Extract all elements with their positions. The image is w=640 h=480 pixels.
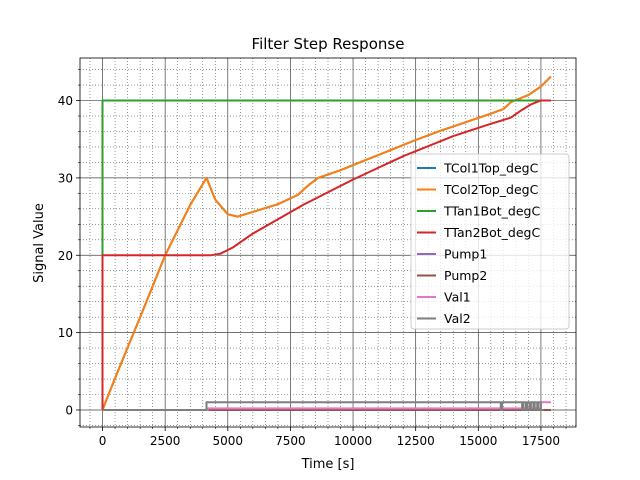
legend-label: TCol1Top_degC (443, 161, 539, 176)
legend-label: TTan1Bot_degC (443, 204, 540, 219)
chart-title: Filter Step Response (252, 35, 405, 53)
x-tick-label: 5000 (213, 434, 244, 448)
series-line-ttan2bot-degc (101, 99, 551, 410)
legend-label: TCol2Top_degC (443, 182, 539, 197)
axes-frame (79, 57, 577, 428)
x-tick-label: 15000 (459, 434, 497, 448)
x-axis-label: Time [s] (301, 457, 355, 472)
legend-label: Val2 (444, 311, 471, 326)
legend-label: Val1 (444, 290, 471, 305)
y-tick-label: 30 (58, 171, 73, 185)
legend-label: Pump1 (444, 247, 487, 262)
legend-label: Pump2 (444, 268, 487, 283)
x-tick-label: 17500 (522, 434, 560, 448)
legend: TCol1Top_degC TCol2Top_degC TTan1Bot_degC T… (410, 153, 570, 330)
y-axis-label: Signal Value (32, 203, 47, 283)
series-line-val2 (102, 401, 544, 411)
series-line-tcol2top-degc (101, 75, 552, 411)
x-tick-label: 2500 (150, 434, 181, 448)
legend-box (410, 153, 570, 330)
y-tick-label: 20 (58, 249, 73, 263)
x-tick-label: 0 (99, 434, 107, 448)
x-tick-label: 12500 (397, 434, 435, 448)
legend-label: TTan2Bot_degC (443, 225, 540, 240)
y-tick-label: 0 (65, 403, 73, 417)
y-tick-label: 40 (58, 94, 73, 108)
series-layer (101, 75, 552, 411)
x-tick-label: 10000 (334, 434, 372, 448)
axis-ticks: 0 2500 5000 7500 10000 12500 15000 17500 0 10 20 30… (58, 57, 577, 448)
x-tick-label: 7500 (275, 434, 306, 448)
y-tick-label: 10 (58, 326, 73, 340)
